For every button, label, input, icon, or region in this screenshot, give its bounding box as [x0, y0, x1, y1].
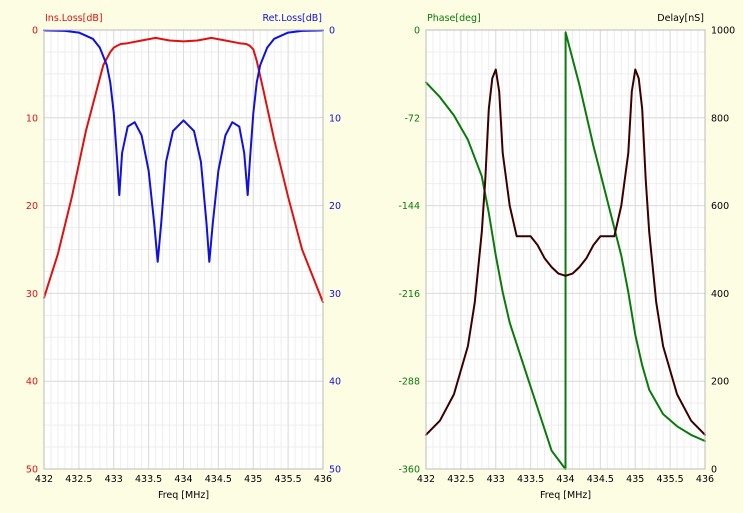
chart1-series-ins-loss-db-line — [43, 36, 324, 304]
chart2-x-tick-label: 434.5 — [587, 474, 614, 485]
chart1-x-tick-label: 435.5 — [275, 474, 302, 485]
chart2-y-right-tick-label: 600 — [711, 201, 729, 212]
chart1-series-ret-loss-db-line — [43, 29, 324, 263]
chart2-y-left-tick-label: -216 — [398, 289, 420, 300]
chart2-x-tick-label: 432 — [417, 474, 435, 485]
chart2-x-tick-label: 433.5 — [517, 474, 544, 485]
chart2-x-axis-label: Freq [MHz] — [540, 490, 591, 501]
chart2-y-right-tick-label: 0 — [711, 465, 717, 476]
chart1-y-left-tick-label: 50 — [26, 465, 38, 476]
chart1-y-right-tick-label: 50 — [329, 465, 341, 476]
chart2-y-left-tick-label: -360 — [398, 465, 420, 476]
chart2-y-right-tick-label: 400 — [711, 289, 729, 300]
chart1-x-tick-label: 432 — [35, 474, 53, 485]
chart2-x-tick-label: 434 — [556, 474, 574, 485]
chart1-y-right-tick-label: 20 — [329, 201, 341, 212]
chart1-x-tick-label: 433 — [105, 474, 123, 485]
chart1-x-axis-label: Freq [MHz] — [158, 490, 209, 501]
chart2-x-tick-label: 433 — [487, 474, 505, 485]
chart1-y-right-axis-label: Ret.Loss[dB] — [262, 13, 322, 24]
chart2-y-left-tick-label: -288 — [398, 377, 420, 388]
chart2-y-right-tick-label: 200 — [711, 377, 729, 388]
chart1-x-tick-label: 432.5 — [65, 474, 92, 485]
chart2-y-left-axis-label: Phase[deg] — [427, 13, 481, 24]
chart2-x-tick-label: 436 — [696, 474, 714, 485]
chart1-y-right-tick-label: 30 — [329, 289, 341, 300]
chart1-y-left-tick-label: 30 — [26, 289, 38, 300]
chart2-series-delay-ns-line — [425, 68, 706, 436]
chart2-x-tick-label: 432.5 — [447, 474, 474, 485]
chart1-y-left-tick-label: 0 — [32, 26, 38, 37]
chart1-x-tick-label: 435 — [244, 474, 262, 485]
chart2-y-left-tick-label: 0 — [414, 26, 420, 37]
chart1-y-right-tick-label: 0 — [329, 26, 335, 37]
chart1-x-tick-label: 433.5 — [135, 474, 162, 485]
chart1-y-left-tick-label: 20 — [26, 201, 38, 212]
chart2-y-right-axis-label: Delay[nS] — [657, 13, 704, 24]
chart1-x-tick-label: 434 — [174, 474, 192, 485]
chart2-y-right-tick-label: 1000 — [711, 26, 735, 37]
chart2-x-tick-label: 435.5 — [657, 474, 684, 485]
chart1-y-left-tick-label: 40 — [26, 377, 38, 388]
chart2-x-tick-label: 435 — [626, 474, 644, 485]
chart1-plot-border — [43, 29, 324, 470]
chart1-y-left-tick-label: 10 — [26, 113, 38, 124]
chart2-plot-border — [425, 29, 706, 470]
chart2-y-right-tick-label: 800 — [711, 113, 729, 124]
chart1-x-tick-label: 436 — [314, 474, 332, 485]
chart1-x-tick-label: 434.5 — [205, 474, 232, 485]
chart1-y-right-tick-label: 10 — [329, 113, 341, 124]
chart1-y-left-axis-label: Ins.Loss[dB] — [45, 13, 103, 24]
chart2-y-left-tick-label: -144 — [398, 201, 420, 212]
chart2-y-left-tick-label: -72 — [404, 113, 420, 124]
chart1-y-right-tick-label: 40 — [329, 377, 341, 388]
